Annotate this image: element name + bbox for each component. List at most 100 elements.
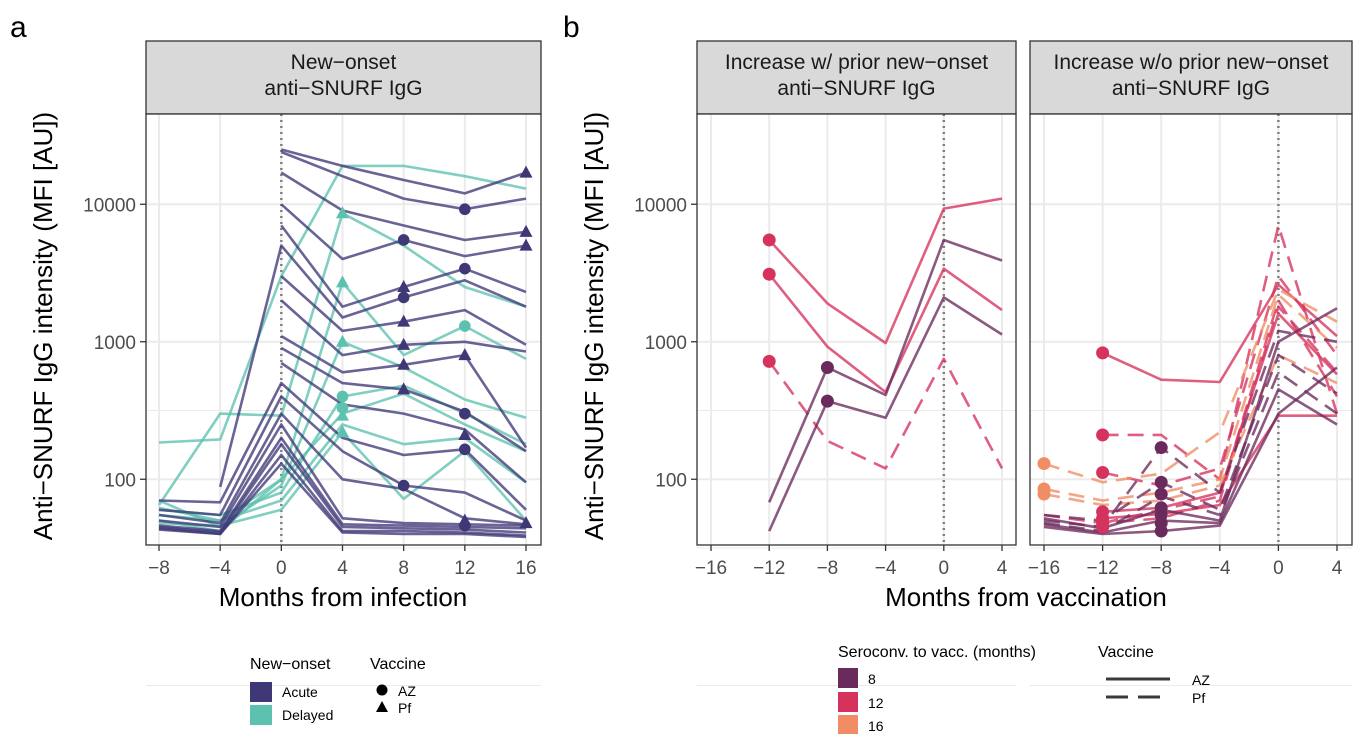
legend-marker-az — [376, 684, 388, 696]
data-point-b1-0 — [762, 233, 776, 247]
data-point-b1-3 — [820, 360, 834, 374]
data-point-circle-a-7 — [459, 320, 471, 332]
data-point-b2-9 — [1037, 487, 1051, 501]
data-point-triangle-a-26 — [397, 382, 411, 395]
data-point-triangle-a-24 — [397, 337, 411, 350]
x-tick-label-b2-5: 4 — [1332, 558, 1343, 579]
data-point-circle-a-13 — [459, 262, 471, 275]
legend-key-sero-12 — [838, 692, 858, 712]
legend-key-acute — [250, 682, 272, 702]
data-point-b2-2 — [1096, 465, 1110, 479]
x-tick-label-a-3: 4 — [337, 558, 348, 579]
legend-key-delayed — [250, 705, 272, 725]
series-line-b1-0 — [768, 197, 1003, 345]
data-point-b2-10 — [1154, 441, 1168, 455]
x-tick-label-b1-0: −16 — [695, 558, 727, 579]
series-line-a-8 — [280, 148, 527, 195]
data-point-circle-a-12 — [459, 203, 471, 216]
data-point-b2-7 — [1037, 457, 1051, 471]
data-point-triangle-a-21 — [397, 280, 411, 293]
y-tick-label-b1-2: 10000 — [634, 195, 687, 216]
x-tick-label-a-0: −8 — [148, 558, 170, 579]
y-tick-label-b1-1: 1000 — [645, 333, 687, 354]
series-line-b2-12 — [1043, 370, 1338, 533]
data-point-circle-a-3 — [336, 390, 349, 403]
x-tick-label-b2-0: −16 — [1028, 558, 1060, 579]
series-line-b1-3 — [768, 238, 1003, 503]
legend-label-az-a: AZ — [398, 683, 416, 699]
legend-vaccine-lines: Vaccine AZ Pf — [1098, 644, 1210, 706]
series-line-b1-4 — [768, 296, 1003, 532]
panel-b-x-axis-title: Months from vaccination — [885, 582, 1167, 612]
series-line-b2-9 — [1043, 353, 1338, 507]
legend-key-sero-16 — [838, 715, 858, 734]
series-line-b2-5 — [1102, 299, 1339, 525]
x-tick-label-a-6: 16 — [515, 558, 536, 579]
facet-title-a-line-2: anti−SNURF IgG — [264, 77, 422, 100]
x-tick-label-a-1: −4 — [209, 558, 231, 579]
facet-strip-b1 — [696, 40, 1017, 115]
data-point-circle-a-19 — [459, 519, 471, 532]
x-tick-label-a-2: 0 — [276, 558, 287, 579]
data-point-triangle-a-1 — [336, 275, 349, 288]
series-line-a-18 — [280, 361, 527, 484]
data-point-triangle-a-0 — [336, 206, 349, 219]
legend-new-onset: New−onset Acute Delayed — [250, 656, 333, 725]
legend-vaccine-title-b: Vaccine — [1098, 644, 1154, 661]
panel-a-plot: New−onset anti−SNURF IgG −8 −4 0 4 8 12 16 100 100… — [83, 40, 542, 686]
panel-border-a — [145, 113, 542, 546]
facet-title-b1-line-2: anti−SNURF IgG — [777, 77, 935, 100]
data-point-b2-1 — [1096, 428, 1110, 442]
legend-label-delayed: Delayed — [282, 707, 333, 723]
legend-label-sero-16: 16 — [868, 718, 884, 734]
x-tick-label-b1-3: −4 — [875, 558, 897, 579]
plot-area-b1 — [697, 114, 1016, 545]
x-tick-label-a-4: 8 — [398, 558, 409, 579]
data-point-circle-a-15 — [459, 407, 471, 420]
data-point-circle-a-20 — [397, 234, 410, 246]
facet-strip-a — [145, 40, 542, 115]
x-tick-label-b1-5: 4 — [997, 558, 1008, 579]
legend-key-sero-8 — [838, 668, 858, 688]
legend-sero-title: Seroconv. to vacc. (months) — [838, 644, 1036, 661]
series-line-b2-13 — [1043, 307, 1338, 530]
panel-b-right-plot: Increase w/o prior new−onset anti−SNURF I… — [1028, 40, 1353, 686]
data-point-b1-2 — [762, 354, 776, 368]
legend-label-pf-a: Pf — [398, 700, 411, 716]
series-line-a-20 — [158, 395, 527, 522]
data-point-triangle-a-11 — [519, 516, 533, 529]
data-point-triangle-a-16 — [458, 427, 472, 440]
series-line-b2-10 — [1043, 329, 1338, 529]
panel-b-left-plot: Increase w/ prior new−onset anti−SNURF Ig… — [634, 40, 1017, 686]
plot-area-b2 — [1030, 114, 1352, 545]
series-line-b2-4 — [1102, 274, 1339, 487]
data-point-triangle-a-10 — [519, 238, 533, 251]
y-tick-label-b1-0: 100 — [655, 470, 687, 491]
facet-title-b2-line-2: anti−SNURF IgG — [1112, 77, 1270, 100]
data-point-circle-a-22 — [397, 291, 410, 304]
data-point-b1-4 — [820, 394, 834, 408]
series-line-b2-8 — [1043, 293, 1338, 502]
series-line-b2-15 — [1043, 366, 1338, 536]
legend-vaccine-title-a: Vaccine — [370, 656, 426, 673]
x-tick-label-b1-2: −8 — [817, 558, 839, 579]
data-point-circle-a-17 — [459, 443, 471, 456]
x-tick-label-b2-2: −8 — [1150, 558, 1172, 579]
series-line-b2-14 — [1043, 388, 1338, 534]
data-point-triangle-a-23 — [397, 314, 411, 327]
y-tick-label-a-1: 1000 — [94, 333, 136, 354]
panel-a-y-axis-title: Anti−SNURF IgG intensity (MFI [AU]) — [28, 112, 58, 540]
x-tick-label-b1-1: −12 — [753, 558, 785, 579]
y-tick-label-a-2: 10000 — [83, 195, 136, 216]
series-line-b2-7 — [1043, 288, 1338, 484]
data-point-b2-0 — [1096, 346, 1110, 360]
series-line-b2-11 — [1043, 353, 1338, 522]
series-line-a-26 — [158, 462, 527, 539]
data-point-triangle-a-5 — [336, 408, 349, 421]
x-tick-label-b2-3: −4 — [1209, 558, 1231, 579]
data-point-b2-12 — [1154, 487, 1168, 501]
data-point-triangle-a-6 — [336, 425, 349, 438]
data-point-triangle-a-25 — [397, 357, 411, 370]
legend-vaccine-markers: Vaccine AZ Pf — [370, 656, 426, 716]
